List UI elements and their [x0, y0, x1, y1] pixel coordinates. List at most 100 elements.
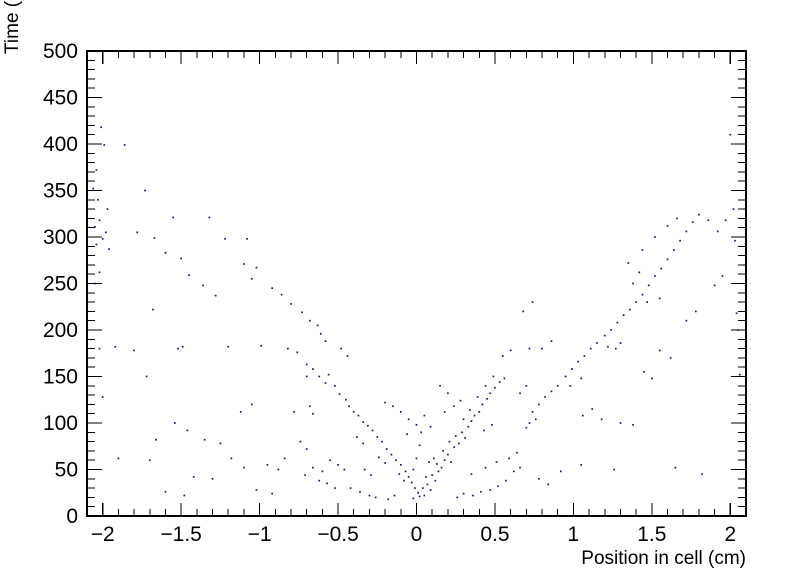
- data-point: [117, 457, 120, 460]
- data-point: [467, 425, 470, 428]
- data-point: [123, 144, 126, 146]
- data-point: [581, 414, 584, 417]
- data-point: [737, 329, 739, 331]
- data-point: [456, 496, 459, 499]
- data-point: [589, 347, 592, 350]
- data-point: [498, 381, 501, 383]
- data-point: [374, 496, 377, 499]
- data-point: [296, 351, 299, 354]
- data-point: [490, 424, 493, 426]
- data-point: [133, 349, 135, 352]
- data-point: [669, 357, 672, 359]
- data-point: [724, 219, 727, 222]
- data-point: [492, 375, 495, 378]
- data-point: [177, 347, 179, 350]
- data-point: [415, 457, 418, 460]
- data-point: [525, 426, 528, 429]
- data-point: [377, 456, 380, 459]
- data-point: [547, 483, 550, 486]
- data-point: [421, 487, 424, 489]
- data-point: [426, 483, 429, 486]
- data-point: [580, 377, 583, 380]
- data-point: [685, 230, 688, 233]
- data-point: [469, 409, 471, 411]
- data-point: [399, 464, 402, 466]
- data-point: [334, 384, 336, 387]
- data-point: [95, 243, 98, 246]
- data-point: [376, 436, 379, 438]
- data-point: [591, 408, 594, 410]
- data-point: [104, 231, 107, 234]
- data-point: [431, 474, 434, 476]
- data-point: [643, 371, 645, 373]
- x-tick-label: 1: [568, 523, 580, 546]
- data-point: [98, 347, 101, 350]
- data-point: [277, 468, 280, 471]
- data-point: [327, 373, 330, 376]
- data-point: [610, 329, 612, 331]
- data-point: [293, 410, 295, 413]
- data-point: [301, 311, 303, 314]
- data-point: [136, 231, 139, 234]
- data-point: [495, 461, 498, 463]
- data-point: [385, 448, 388, 450]
- data-point: [230, 457, 233, 460]
- data-point: [308, 319, 311, 322]
- data-point: [735, 312, 738, 315]
- data-point: [224, 238, 226, 240]
- data-point: [596, 342, 598, 344]
- data-point: [713, 284, 716, 287]
- y-tick-label: 200: [43, 319, 78, 342]
- data-point: [101, 396, 104, 398]
- data-point: [570, 368, 573, 370]
- data-point: [436, 463, 438, 465]
- frame-rect: [86, 50, 747, 517]
- data-point: [638, 271, 641, 274]
- data-point: [423, 494, 426, 497]
- data-point: [508, 457, 510, 460]
- data-point: [534, 418, 537, 421]
- data-point: [243, 466, 245, 469]
- x-axis-ticks: [86, 51, 747, 516]
- data-point: [676, 217, 678, 220]
- data-point: [494, 386, 496, 389]
- data-point: [381, 440, 383, 443]
- data-point: [544, 396, 547, 398]
- data-point: [473, 414, 476, 417]
- data-point: [616, 321, 619, 324]
- data-point: [632, 282, 634, 285]
- data-point: [425, 476, 427, 478]
- data-point: [329, 459, 332, 462]
- data-point: [343, 468, 346, 471]
- data-point: [180, 257, 182, 260]
- data-point: [698, 213, 700, 216]
- data-point: [208, 216, 211, 219]
- data-points-group: [92, 126, 741, 501]
- data-point: [607, 345, 609, 348]
- data-point: [266, 464, 269, 466]
- data-point: [522, 310, 525, 313]
- x-tick-label: 1.5: [637, 523, 666, 546]
- data-point: [619, 342, 622, 344]
- data-point: [239, 410, 242, 413]
- data-point: [356, 436, 358, 438]
- data-point: [429, 425, 432, 428]
- data-point: [641, 249, 644, 251]
- data-point: [219, 442, 222, 445]
- data-point: [395, 459, 397, 462]
- y-tick-label: 350: [43, 180, 78, 203]
- x-axis-title: Position in cell (cm): [581, 548, 746, 569]
- data-point: [497, 485, 499, 488]
- y-tick-label: 500: [43, 40, 78, 63]
- data-point: [384, 401, 386, 404]
- data-point: [423, 414, 426, 417]
- data-point: [318, 375, 321, 378]
- data-point: [406, 433, 408, 436]
- data-point: [103, 144, 106, 146]
- data-point: [429, 489, 432, 491]
- data-point: [519, 466, 521, 469]
- data-point: [666, 258, 669, 261]
- data-point: [503, 377, 506, 380]
- data-point: [641, 293, 644, 296]
